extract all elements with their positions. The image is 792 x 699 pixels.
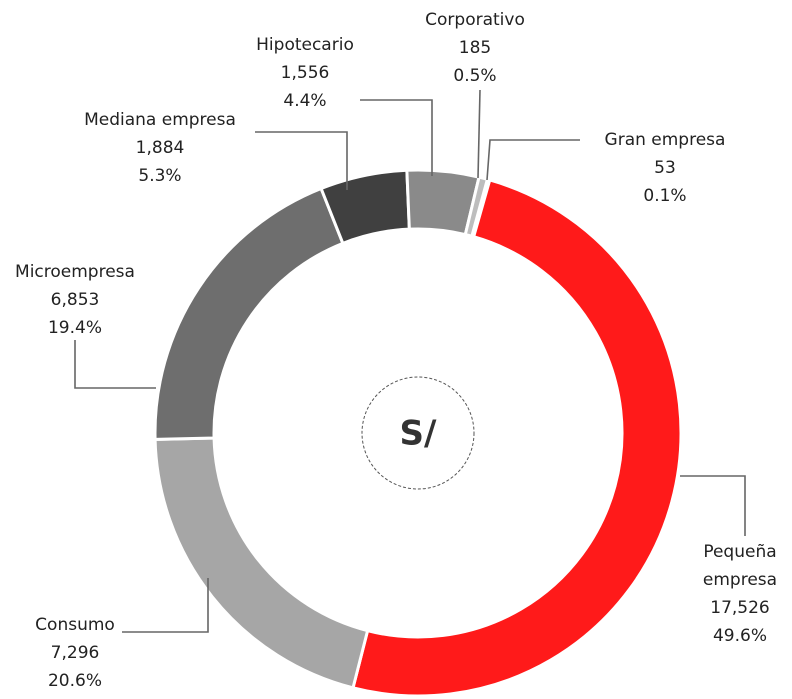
donut-slice xyxy=(351,178,683,698)
percentage-label: 0.5% xyxy=(453,66,496,86)
percentage-label: 20.6% xyxy=(48,671,102,691)
value-label: 1,884 xyxy=(136,138,185,158)
value-label: 7,296 xyxy=(51,643,100,663)
value-label: 53 xyxy=(654,158,676,178)
value-label: 6,853 xyxy=(51,290,100,310)
value-label: 185 xyxy=(459,38,491,58)
leader-line xyxy=(486,139,580,181)
slice-name: Mediana empresa xyxy=(84,110,236,130)
center-circle xyxy=(361,376,475,490)
leader-line xyxy=(122,578,209,633)
value-label: 17,526 xyxy=(710,598,769,618)
percentage-label: 4.4% xyxy=(283,91,326,111)
slice-name: Corporativo xyxy=(425,10,525,30)
percentage-label: 19.4% xyxy=(48,318,102,338)
slice-name: Consumo xyxy=(35,615,115,635)
center-label: S/ xyxy=(400,414,437,454)
leader-line xyxy=(680,475,746,536)
percentage-label: 5.3% xyxy=(138,166,181,186)
leader-line xyxy=(360,99,433,176)
percentage-label: 0.1% xyxy=(643,186,686,206)
slice-name: Hipotecario xyxy=(256,35,354,55)
donut-slice xyxy=(463,175,490,239)
slice-name: Microempresa xyxy=(15,262,135,282)
percentage-label: 49.6% xyxy=(713,626,767,646)
slice-name: Pequeña empresa xyxy=(703,542,777,590)
donut-slice xyxy=(153,436,370,690)
leader-line xyxy=(477,89,481,179)
donut-slice xyxy=(153,186,345,441)
leader-line xyxy=(255,131,348,190)
leader-line xyxy=(74,340,156,389)
value-label: 1,556 xyxy=(281,63,330,83)
slice-name: Gran empresa xyxy=(605,130,726,150)
